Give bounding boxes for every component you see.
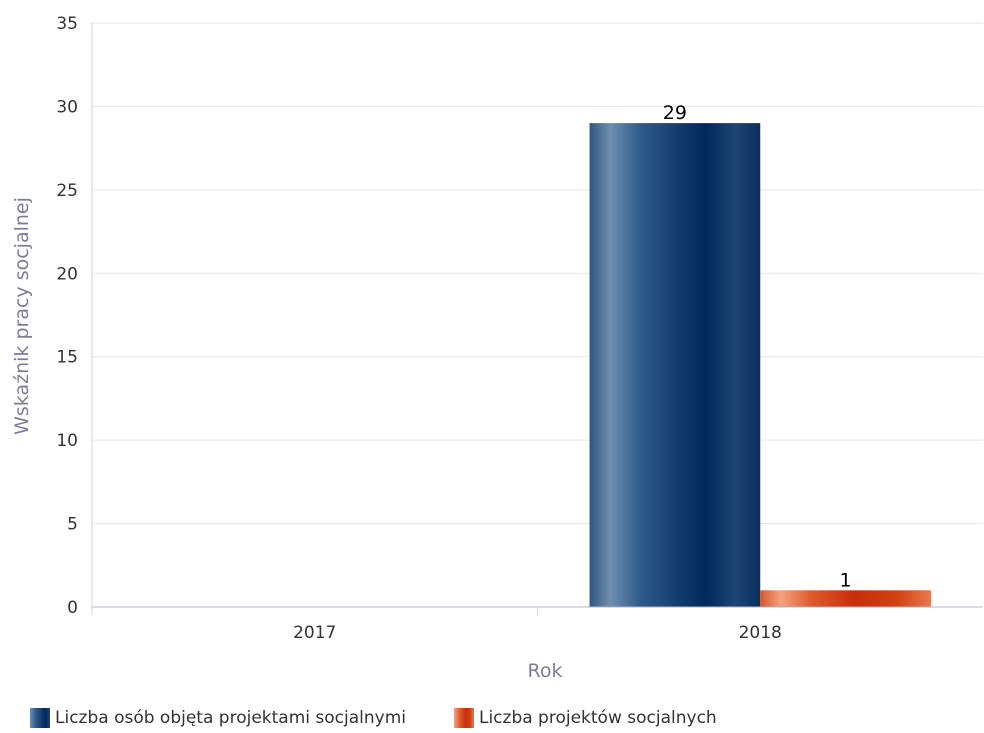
x-axis-title: Rok	[528, 660, 563, 682]
data-label: 1	[840, 569, 852, 591]
legend-label-people: Liczba osób objęta projektami socjalnymi	[55, 708, 406, 728]
y-tick-label: 25	[56, 181, 78, 201]
x-tick-label: 2017	[293, 623, 336, 643]
bar-people-2018[interactable]	[589, 123, 761, 607]
legend-item-people[interactable]: Liczba osób objęta projektami socjalnymi	[30, 708, 406, 728]
y-tick-label: 20	[56, 264, 78, 284]
x-tick-label: 2018	[739, 623, 782, 643]
legend-swatch-projects	[453, 708, 474, 728]
legend-item-projects[interactable]: Liczba projektów socjalnych	[453, 708, 717, 728]
legend-label-projects: Liczba projektów socjalnych	[478, 708, 717, 728]
data-label: 29	[663, 102, 687, 124]
y-tick-label: 0	[67, 598, 78, 618]
legend: Liczba osób objęta projektami socjalnymi…	[30, 708, 717, 728]
chart-plot: 0 5 10 15 20 25 30 35 2017 2018 29 1 Wskaźnik pracy…	[11, 14, 983, 682]
y-tick-label: 35	[56, 14, 78, 34]
y-tick-label: 10	[56, 431, 78, 451]
y-tick-label: 15	[56, 348, 78, 368]
bar-projects-2018[interactable]	[760, 590, 931, 607]
y-axis-title: Wskaźnik pracy socjalnej	[11, 197, 33, 435]
y-tick-label: 5	[67, 515, 78, 535]
legend-swatch-people	[30, 708, 50, 728]
y-tick-label: 30	[56, 97, 78, 117]
